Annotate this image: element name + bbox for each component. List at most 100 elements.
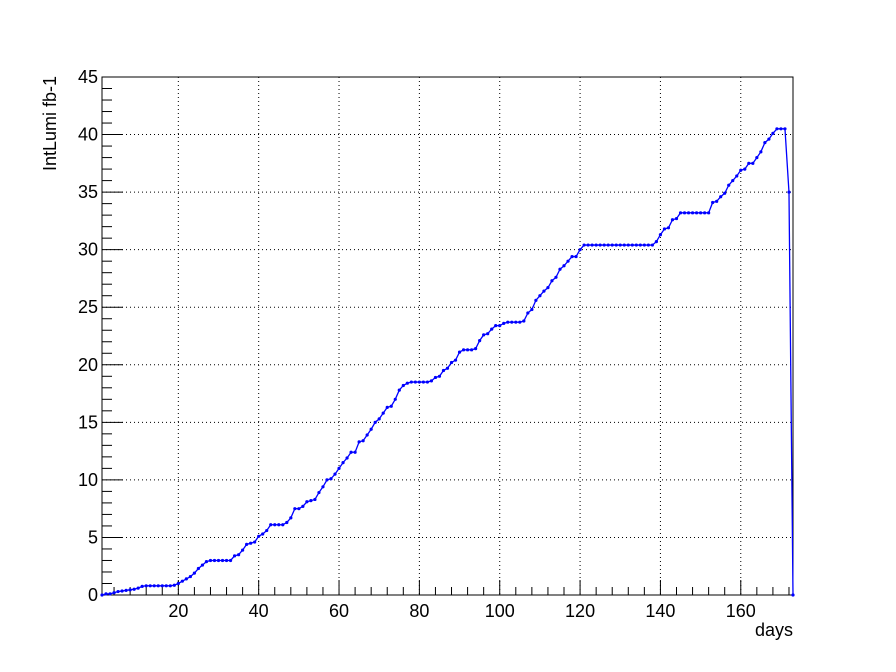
data-point bbox=[719, 195, 723, 199]
data-point bbox=[148, 584, 152, 588]
data-point bbox=[570, 254, 574, 259]
data-point bbox=[727, 183, 731, 187]
data-point bbox=[224, 558, 229, 563]
data-point bbox=[763, 141, 767, 145]
data-point bbox=[542, 289, 546, 293]
data-point bbox=[554, 275, 558, 279]
data-point bbox=[253, 540, 257, 544]
data-point bbox=[747, 161, 751, 165]
data-point bbox=[212, 558, 217, 563]
data-point bbox=[281, 523, 285, 527]
data-point bbox=[277, 523, 281, 527]
data-point bbox=[646, 243, 650, 247]
data-point bbox=[650, 243, 654, 247]
data-point bbox=[265, 528, 269, 533]
data-point bbox=[465, 348, 470, 352]
data-point bbox=[771, 131, 775, 136]
data-point bbox=[216, 558, 221, 563]
data-point bbox=[341, 461, 345, 465]
data-point bbox=[321, 485, 325, 489]
data-point bbox=[245, 542, 249, 546]
data-point bbox=[449, 360, 454, 365]
y-tick-label: 15 bbox=[78, 412, 98, 432]
data-point bbox=[293, 507, 297, 511]
data-point bbox=[100, 593, 104, 597]
data-point bbox=[526, 311, 530, 315]
data-point bbox=[136, 586, 140, 590]
data-point bbox=[413, 380, 417, 384]
data-point bbox=[441, 368, 446, 373]
data-point bbox=[779, 127, 783, 131]
data-point bbox=[638, 243, 642, 247]
data-point bbox=[104, 592, 108, 596]
data-point bbox=[562, 264, 566, 268]
data-point bbox=[566, 259, 570, 263]
data-point bbox=[188, 574, 192, 579]
data-point bbox=[144, 584, 148, 588]
data-point bbox=[220, 558, 225, 563]
data-point bbox=[783, 127, 787, 131]
data-point bbox=[574, 254, 578, 259]
data-point bbox=[698, 211, 703, 215]
data-point bbox=[232, 554, 237, 558]
data-point bbox=[686, 211, 691, 215]
data-point bbox=[739, 168, 743, 172]
data-point bbox=[538, 294, 542, 298]
data-point bbox=[152, 584, 156, 588]
data-point bbox=[369, 427, 373, 431]
data-point bbox=[160, 584, 164, 588]
data-point bbox=[690, 211, 695, 215]
y-tick-label: 45 bbox=[78, 67, 98, 87]
data-point bbox=[241, 548, 245, 552]
y-tick-label: 20 bbox=[78, 355, 98, 375]
data-point bbox=[120, 589, 124, 593]
data-point bbox=[490, 327, 494, 331]
x-tick-label: 80 bbox=[409, 601, 429, 621]
data-point bbox=[361, 439, 365, 443]
data-point bbox=[751, 161, 755, 165]
data-point bbox=[417, 380, 421, 384]
data-point bbox=[494, 324, 498, 328]
x-tick-label: 140 bbox=[645, 601, 675, 621]
data-point bbox=[586, 243, 590, 247]
y-tick-label: 35 bbox=[78, 182, 98, 202]
data-point bbox=[461, 348, 466, 352]
data-point bbox=[759, 150, 763, 154]
data-point bbox=[735, 174, 739, 178]
x-tick-label: 120 bbox=[565, 601, 595, 621]
data-point bbox=[228, 558, 233, 563]
data-point bbox=[373, 420, 377, 424]
data-point bbox=[522, 319, 526, 323]
data-point bbox=[582, 243, 586, 247]
data-point bbox=[108, 592, 112, 596]
data-point bbox=[630, 243, 634, 247]
data-point bbox=[682, 211, 687, 215]
data-point bbox=[666, 226, 671, 230]
data-point bbox=[397, 388, 401, 392]
x-tick-label: 100 bbox=[485, 601, 515, 621]
data-point bbox=[421, 380, 425, 384]
data-point bbox=[116, 589, 120, 594]
data-point bbox=[433, 375, 438, 380]
data-point bbox=[743, 167, 747, 171]
axes: 20 40 60 80 100 120 140 160 0 5 10 15 20 25 30 35 40 45 bbox=[78, 67, 794, 621]
data-point bbox=[132, 587, 136, 591]
data-point bbox=[550, 279, 554, 283]
data-point bbox=[606, 243, 610, 247]
data-point bbox=[674, 216, 679, 221]
data-point bbox=[470, 348, 474, 352]
data-point bbox=[437, 374, 442, 378]
data-point bbox=[478, 339, 482, 343]
data-point bbox=[731, 179, 735, 183]
data-point bbox=[204, 560, 209, 564]
data-point bbox=[389, 404, 393, 408]
data-point bbox=[289, 516, 293, 520]
data-point bbox=[755, 155, 759, 160]
x-tick-label: 40 bbox=[249, 601, 269, 621]
data-point bbox=[678, 211, 683, 215]
data-point bbox=[707, 211, 711, 215]
data-point bbox=[514, 320, 518, 324]
data-point bbox=[626, 243, 630, 247]
data-point bbox=[365, 433, 369, 437]
data-point bbox=[317, 490, 321, 495]
